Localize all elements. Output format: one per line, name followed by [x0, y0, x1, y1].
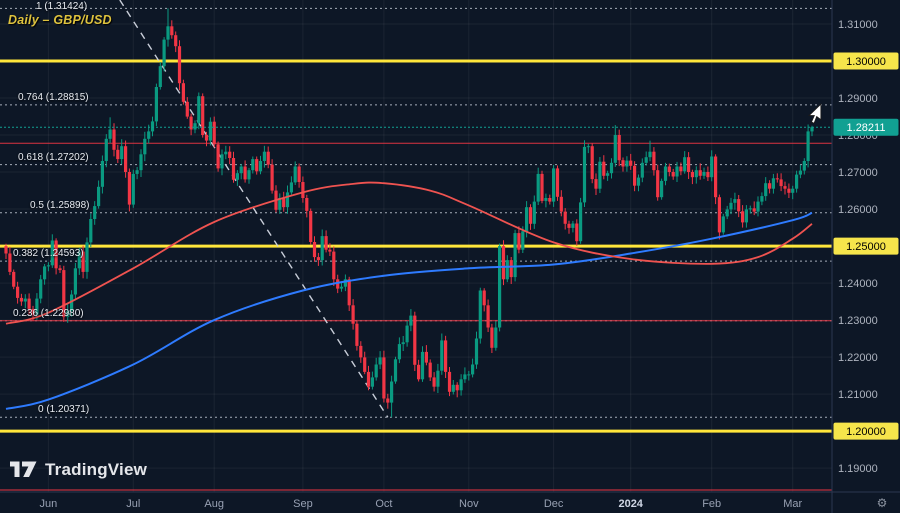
- time-axis-labels: Jun Jul Aug Sep Oct Nov Dec 2024 Feb Mar: [40, 498, 803, 510]
- svg-text:Jun: Jun: [40, 498, 58, 510]
- ma-slow-blue-line: [5, 211, 813, 410]
- tradingview-logo-icon: [10, 458, 37, 482]
- svg-text:1.20000: 1.20000: [846, 426, 886, 438]
- svg-text:Dec: Dec: [544, 498, 564, 510]
- svg-text:1.23000: 1.23000: [838, 315, 878, 327]
- svg-text:Jul: Jul: [126, 498, 140, 510]
- svg-text:2024: 2024: [618, 498, 643, 510]
- chart-pane[interactable]: [0, 0, 832, 492]
- svg-text:1.29000: 1.29000: [838, 93, 878, 105]
- svg-text:1.27000: 1.27000: [838, 167, 878, 179]
- svg-text:Aug: Aug: [204, 498, 224, 510]
- svg-text:1.31000: 1.31000: [838, 19, 878, 31]
- svg-text:Sep: Sep: [293, 498, 313, 510]
- price-badge-1.20000: 1.20000: [833, 422, 899, 440]
- tradingview-logo[interactable]: TradingView: [10, 458, 147, 482]
- ma-fast-red-line: [5, 181, 813, 325]
- price-badge-1.30000: 1.30000: [833, 52, 899, 70]
- tradingview-logo-text: TradingView: [45, 460, 148, 479]
- price-badge-1.28211: 1.28211: [833, 118, 899, 136]
- svg-text:1.21000: 1.21000: [838, 389, 878, 401]
- svg-text:Feb: Feb: [702, 498, 721, 510]
- svg-text:1.19000: 1.19000: [838, 463, 878, 475]
- svg-text:1.30000: 1.30000: [846, 56, 886, 68]
- svg-text:1.26000: 1.26000: [838, 204, 878, 216]
- time-axis[interactable]: [0, 492, 832, 513]
- svg-text:Oct: Oct: [375, 498, 392, 510]
- price-badge-1.25000: 1.25000: [833, 237, 899, 255]
- price-axis[interactable]: [832, 0, 900, 492]
- settings-gear-icon[interactable]: ⚙: [876, 496, 888, 510]
- candles: [4, 8, 814, 418]
- svg-text:1.28211: 1.28211: [847, 122, 886, 134]
- svg-text:1.22000: 1.22000: [838, 352, 878, 364]
- price-axis-ticks: 1.310001.290001.280001.270001.260001.240…: [838, 19, 878, 475]
- svg-text:1.25000: 1.25000: [846, 241, 886, 253]
- svg-text:1.24000: 1.24000: [838, 278, 878, 290]
- svg-text:Nov: Nov: [459, 498, 479, 510]
- svg-text:Mar: Mar: [783, 498, 802, 510]
